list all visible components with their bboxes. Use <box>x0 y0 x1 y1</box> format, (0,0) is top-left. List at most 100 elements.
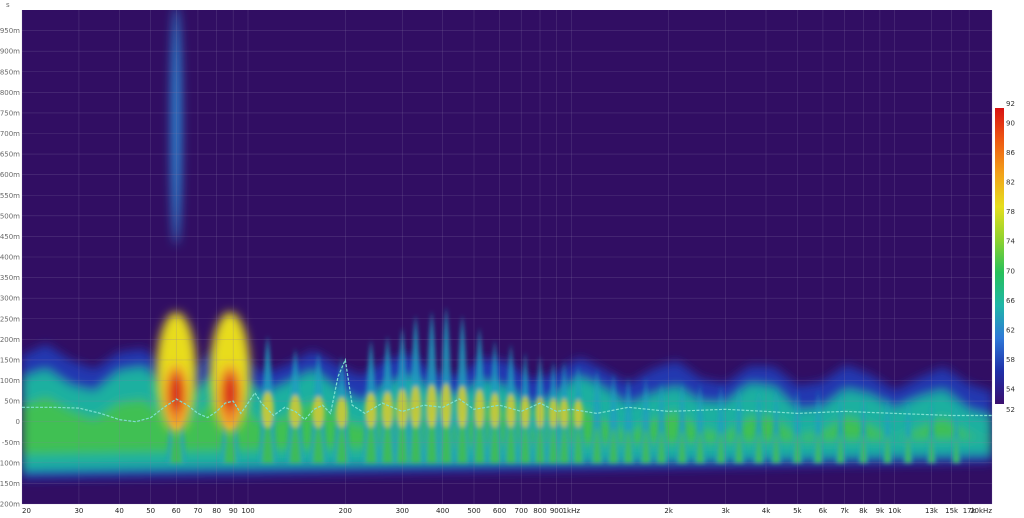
y-tick-label: -50m <box>2 439 20 447</box>
heat-peak-flame <box>715 384 727 463</box>
colorbar-tick-label: 82 <box>1006 179 1015 187</box>
colorbar: 92 90 86 82 78 74 70 66 62 58 54 52 <box>995 100 1015 414</box>
heat-peak-flame <box>858 392 869 463</box>
heat-peak-core <box>365 419 377 463</box>
x-tick-label: 80 <box>212 507 221 515</box>
heat-peak-flame <box>951 401 961 463</box>
heat-peak-core <box>535 424 545 463</box>
heat-peak-flame <box>770 386 782 463</box>
heat-peak-core <box>793 433 801 463</box>
y-tick-label: 450m <box>0 233 20 241</box>
heat-peak-core <box>641 429 651 463</box>
y-tick-label: 650m <box>0 151 20 159</box>
heat-peak-flame <box>655 380 668 463</box>
y-tick-label: 600m <box>0 171 20 179</box>
y-tick-label: -100m <box>0 459 20 467</box>
heat-peak-hot <box>381 391 394 428</box>
x-tick-label: 100 <box>241 507 254 515</box>
heat-peak-core <box>381 418 394 463</box>
heat-peak-flame <box>882 394 893 463</box>
heat-peak-core <box>814 433 822 463</box>
colorbar-tick-label: 62 <box>1006 327 1015 335</box>
heat-peak-core <box>837 433 844 463</box>
modal-red <box>223 372 238 413</box>
heat-peak-flame <box>753 386 765 463</box>
heat-peak-flame <box>694 382 706 463</box>
heat-peak-core <box>489 419 500 463</box>
heat-peak-core <box>289 421 302 463</box>
heat-peak-core <box>953 436 960 463</box>
heat-peak-hot <box>410 385 422 428</box>
heat-peak-core <box>261 418 274 463</box>
y-tick-label: 150m <box>0 356 20 364</box>
colorbar-gradient <box>995 108 1004 404</box>
colorbar-tick-label: 86 <box>1006 149 1015 157</box>
heat-peak-hot <box>312 396 325 428</box>
x-tick-label: 17k <box>963 507 977 515</box>
colorbar-tick-label: 78 <box>1006 208 1015 216</box>
x-tick-label: 3k <box>721 507 730 515</box>
heat-peak-core <box>859 434 867 463</box>
y-tick-label: 0 <box>16 418 20 426</box>
heat-peak-hot <box>548 398 559 428</box>
heat-peak-core <box>396 416 408 463</box>
x-tick-label: 8k <box>859 507 868 515</box>
heat-peak-core <box>592 427 602 463</box>
heat-peak-flame <box>813 388 824 463</box>
heat-peak-flame <box>607 372 620 463</box>
modal-red <box>169 372 184 413</box>
x-tick-label: 50 <box>146 507 155 515</box>
x-tick-label: 800 <box>533 507 546 515</box>
x-tick-label: 500 <box>467 507 480 515</box>
heat-peak-core <box>609 428 618 463</box>
y-tick-label: 100m <box>0 377 20 385</box>
heat-peak-flame <box>927 399 936 463</box>
heat-peak-hot <box>335 397 348 428</box>
heat-peak-hot <box>573 399 583 428</box>
x-tick-label: 7k <box>840 507 849 515</box>
heat-peak-core <box>884 434 891 463</box>
y-tick-label: 550m <box>0 192 20 200</box>
y-unit-label: s <box>6 1 10 9</box>
heat-peak-core <box>505 420 516 463</box>
y-tick-label: -200m <box>0 501 20 509</box>
x-tick-label: 20kHz <box>970 507 992 515</box>
x-tick-label: 15k <box>945 507 959 515</box>
heat-peak-core <box>474 416 485 463</box>
x-tick-label: 900 <box>550 507 563 515</box>
heat-peak-hot <box>440 383 452 428</box>
heat-peak-hot <box>559 398 569 428</box>
heat-peak-flame <box>639 376 652 463</box>
x-tick-label: 20 <box>22 507 31 515</box>
x-tick-label: 6k <box>819 507 828 515</box>
heat-peak-core <box>335 424 348 463</box>
heat-peak-core <box>657 430 666 463</box>
x-tick-label: 700 <box>515 507 528 515</box>
heat-peak-core <box>457 412 468 463</box>
y-tick-label: 850m <box>0 68 20 76</box>
heat-peak-flame <box>590 368 604 463</box>
y-tick-label: 400m <box>0 254 20 262</box>
y-tick-label: 700m <box>0 130 20 138</box>
heat-peak-core <box>410 412 422 463</box>
x-tick-label: 2k <box>664 507 673 515</box>
heat-peak-core <box>904 435 912 463</box>
colorbar-tick-label: 90 <box>1006 119 1015 127</box>
y-tick-label: 200m <box>0 336 20 344</box>
ridge-line <box>22 357 992 423</box>
heat-peak-hot <box>489 392 500 428</box>
heat-peak-hot <box>396 389 408 428</box>
heat-peak-core <box>716 432 725 463</box>
heat-peak-core <box>520 423 531 463</box>
y-tick-label: 950m <box>0 27 20 35</box>
heat-peak-flame <box>676 380 688 463</box>
heat-peak-core <box>695 431 705 463</box>
heat-peak-core <box>623 429 633 463</box>
heat-modal-spots <box>156 10 251 433</box>
y-tick-label: 300m <box>0 295 20 303</box>
colorbar-tick-label: 92 <box>1006 100 1015 108</box>
heat-peak-hot <box>261 391 274 428</box>
colorbar-tick-label: 54 <box>1006 386 1015 394</box>
y-tick-label: 500m <box>0 212 20 220</box>
